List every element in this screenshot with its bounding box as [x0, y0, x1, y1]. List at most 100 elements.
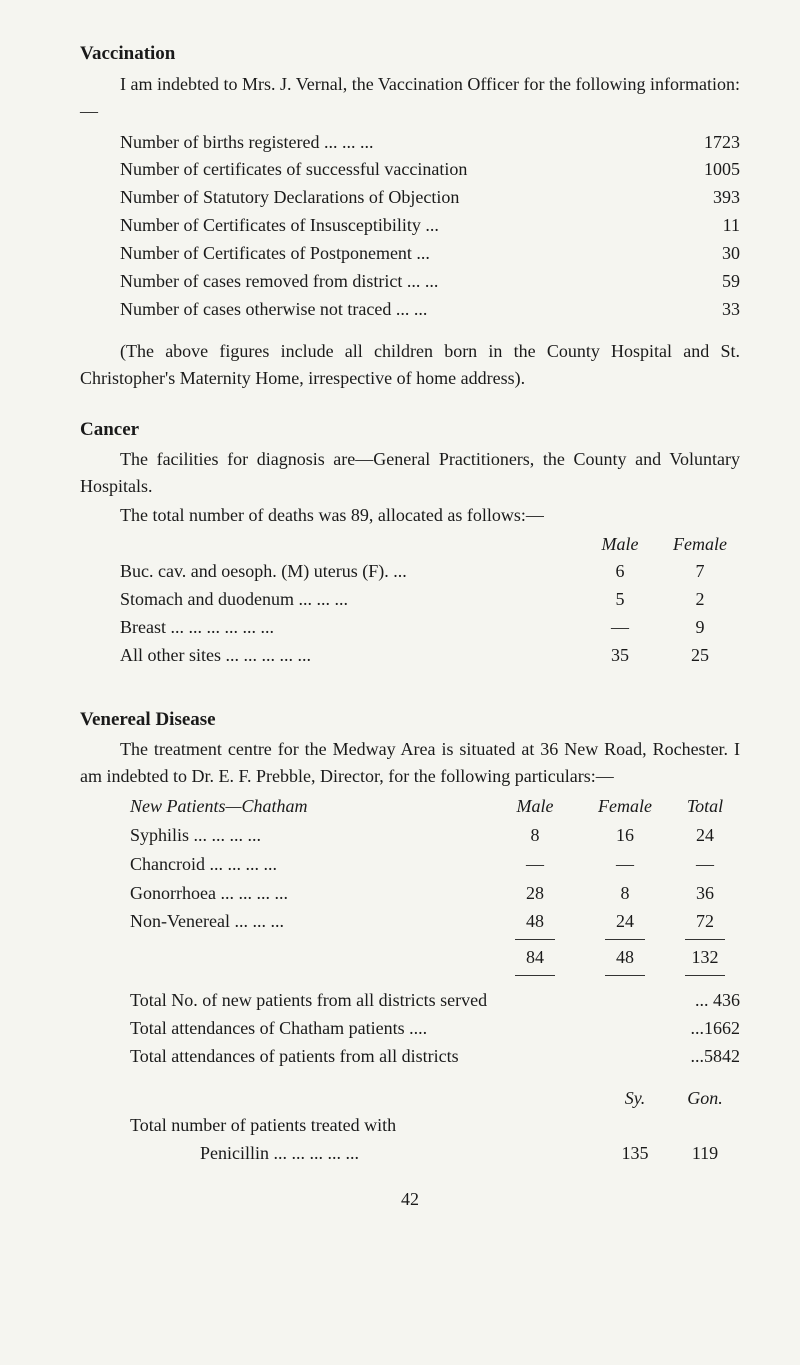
pen-gon-value: 119: [670, 1140, 740, 1168]
pen-header: Sy. Gon.: [130, 1085, 740, 1112]
vd-sum-row: 84 48 132: [130, 943, 740, 972]
stat-row: Number of cases removed from district ..…: [120, 268, 740, 296]
stat-label: Number of certificates of successful vac…: [120, 156, 670, 184]
pen-col-gon: Gon.: [670, 1085, 740, 1112]
total-row: Total attendances of patients from all d…: [130, 1043, 740, 1071]
venereal-heading: Venereal Disease: [80, 706, 740, 735]
vd-header-label: New Patients—Chatham: [130, 792, 490, 821]
total-value: ... 436: [650, 987, 740, 1015]
stat-label: Number of births registered ... ... ...: [120, 129, 670, 157]
total-label: Total No. of new patients from all distr…: [130, 987, 650, 1015]
vaccination-intro: I am indebted to Mrs. J. Vernal, the Vac…: [80, 71, 740, 125]
cancer-row: Buc. cav. and oesoph. (M) uterus (F). ..…: [120, 558, 740, 586]
vd-male: 28: [490, 879, 580, 908]
total-value: ...5842: [650, 1043, 740, 1071]
cancer-row: Breast ... ... ... ... ... ... — 9: [120, 614, 740, 642]
vd-male: —: [490, 850, 580, 879]
stat-value: 1723: [670, 129, 740, 157]
stat-row: Number of Certificates of Postponement .…: [120, 240, 740, 268]
cancer-intro: The facilities for diagnosis are—General…: [80, 446, 740, 500]
stat-row: Number of Statutory Declarations of Obje…: [120, 184, 740, 212]
vd-sum-total: 132: [670, 943, 740, 972]
cancer-female: 2: [660, 586, 740, 614]
stat-row: Number of Certificates of Insusceptibili…: [120, 212, 740, 240]
vaccination-heading: Vaccination: [80, 40, 740, 69]
total-label: Total attendances of patients from all d…: [130, 1043, 650, 1071]
stat-value: 33: [670, 296, 740, 324]
cancer-row-label: Buc. cav. and oesoph. (M) uterus (F). ..…: [120, 558, 580, 586]
stat-value: 59: [670, 268, 740, 296]
cancer-row-label: Breast ... ... ... ... ... ...: [120, 614, 580, 642]
vd-total: —: [670, 850, 740, 879]
pen-label-line2: Penicillin ... ... ... ... ...: [200, 1140, 600, 1168]
vd-female: 24: [580, 907, 670, 936]
vd-row-label: Gonorrhoea ... ... ... ...: [130, 879, 490, 908]
vd-total: 72: [670, 907, 740, 936]
stat-label: Number of cases otherwise not traced ...…: [120, 296, 670, 324]
vd-col-female: Female: [580, 792, 670, 821]
vd-sum-female: 48: [580, 943, 670, 972]
cancer-heading: Cancer: [80, 416, 740, 445]
vd-male: 8: [490, 821, 580, 850]
document-page: Vaccination I am indebted to Mrs. J. Ver…: [0, 0, 800, 1365]
pen-row: Penicillin ... ... ... ... ... 135 119: [130, 1140, 740, 1168]
vd-total: 24: [670, 821, 740, 850]
stat-label: Number of Statutory Declarations of Obje…: [120, 184, 670, 212]
cancer-male: 6: [580, 558, 660, 586]
cancer-male: —: [580, 614, 660, 642]
vd-female: 16: [580, 821, 670, 850]
cancer-header-spacer: [120, 531, 580, 558]
total-value: ...1662: [650, 1015, 740, 1043]
vaccination-note: (The above figures include all children …: [80, 338, 740, 392]
pen-row: Total number of patients treated with: [130, 1112, 740, 1140]
total-row: Total No. of new patients from all distr…: [130, 987, 740, 1015]
vd-row-label: Non-Venereal ... ... ...: [130, 907, 490, 936]
stat-label: Number of Certificates of Postponement .…: [120, 240, 670, 268]
venereal-intro: The treatment centre for the Medway Area…: [80, 736, 740, 790]
page-number: 42: [80, 1186, 740, 1213]
vd-row: Syphilis ... ... ... ... 8 16 24: [130, 821, 740, 850]
stat-row: Number of cases otherwise not traced ...…: [120, 296, 740, 324]
vd-sum-male: 84: [490, 943, 580, 972]
cancer-female: 7: [660, 558, 740, 586]
cancer-header: Male Female: [120, 531, 740, 558]
vd-row-label: Chancroid ... ... ... ...: [130, 850, 490, 879]
vd-row: Gonorrhoea ... ... ... ... 28 8 36: [130, 879, 740, 908]
stat-value: 393: [670, 184, 740, 212]
cancer-line2: The total number of deaths was 89, alloc…: [80, 502, 740, 529]
vd-header: New Patients—Chatham Male Female Total: [130, 792, 740, 821]
pen-spacer: [600, 1112, 670, 1140]
cancer-row: Stomach and duodenum ... ... ... 5 2: [120, 586, 740, 614]
stat-label: Number of cases removed from district ..…: [120, 268, 670, 296]
stat-value: 1005: [670, 156, 740, 184]
cancer-male: 5: [580, 586, 660, 614]
stat-value: 30: [670, 240, 740, 268]
cancer-table: Male Female Buc. cav. and oesoph. (M) ut…: [120, 531, 740, 670]
vd-col-total: Total: [670, 792, 740, 821]
cancer-col-female: Female: [660, 531, 740, 558]
cancer-female: 9: [660, 614, 740, 642]
vd-row: Chancroid ... ... ... ... — — —: [130, 850, 740, 879]
stat-row: Number of certificates of successful vac…: [120, 156, 740, 184]
vd-col-male: Male: [490, 792, 580, 821]
vd-male: 48: [490, 907, 580, 936]
pen-header-spacer: [130, 1085, 600, 1112]
total-row: Total attendances of Chatham patients ..…: [130, 1015, 740, 1043]
pen-col-sy: Sy.: [600, 1085, 670, 1112]
cancer-col-male: Male: [580, 531, 660, 558]
venereal-table: New Patients—Chatham Male Female Total S…: [130, 792, 740, 979]
vd-row-label: Syphilis ... ... ... ...: [130, 821, 490, 850]
vd-sum-label: [130, 943, 490, 972]
vd-female: 8: [580, 879, 670, 908]
cancer-row-label: All other sites ... ... ... ... ...: [120, 642, 580, 670]
cancer-male: 35: [580, 642, 660, 670]
stat-row: Number of births registered ... ... ... …: [120, 129, 740, 157]
stat-label: Number of Certificates of Insusceptibili…: [120, 212, 670, 240]
district-totals: Total No. of new patients from all distr…: [130, 987, 740, 1071]
total-label: Total attendances of Chatham patients ..…: [130, 1015, 650, 1043]
pen-spacer: [670, 1112, 740, 1140]
vd-total: 36: [670, 879, 740, 908]
pen-sy-value: 135: [600, 1140, 670, 1168]
cancer-row: All other sites ... ... ... ... ... 35 2…: [120, 642, 740, 670]
cancer-female: 25: [660, 642, 740, 670]
